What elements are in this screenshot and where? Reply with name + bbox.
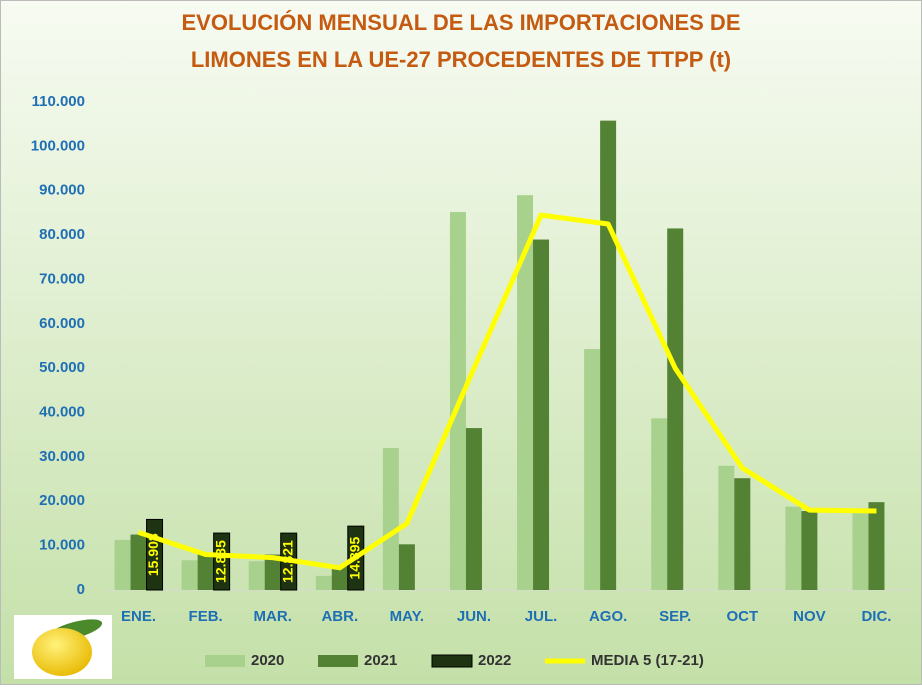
x-tick-label: JUN. xyxy=(457,608,491,625)
y-tick-label: 70.000 xyxy=(39,270,85,287)
chart-title: EVOLUCIÓN MENSUAL DE LAS IMPORTACIONES D… xyxy=(181,10,740,35)
bar xyxy=(600,121,616,590)
lemon xyxy=(32,628,92,676)
x-tick-label: OCT xyxy=(726,608,758,625)
x-tick-label: ENE. xyxy=(121,608,156,625)
legend-swatch xyxy=(318,655,358,667)
legend-label: MEDIA 5 (17-21) xyxy=(591,652,704,669)
bar xyxy=(801,511,817,590)
bar xyxy=(131,535,147,590)
bar xyxy=(198,555,214,590)
bar xyxy=(718,466,734,590)
x-tick-label: ABR. xyxy=(321,608,358,625)
bar xyxy=(383,448,399,590)
y-tick-label: 100.000 xyxy=(31,137,85,154)
y-tick-label: 0 xyxy=(77,581,85,598)
data-label: 12.835 xyxy=(212,540,228,583)
y-tick-label: 30.000 xyxy=(39,448,85,465)
bar xyxy=(533,240,549,590)
bar xyxy=(466,428,482,590)
y-tick-label: 110.000 xyxy=(32,93,85,110)
y-tick-label: 40.000 xyxy=(39,404,85,421)
legend-label: 2021 xyxy=(364,652,397,669)
bar xyxy=(667,228,683,590)
x-tick-label: MAR. xyxy=(254,608,292,625)
bar xyxy=(182,560,198,590)
bar xyxy=(584,349,600,590)
x-tick-label: FEB. xyxy=(189,608,223,625)
bar xyxy=(115,540,131,590)
x-tick-label: DIC. xyxy=(861,608,891,625)
bar xyxy=(852,512,868,590)
y-tick-label: 90.000 xyxy=(39,182,85,199)
legend-label: 2020 xyxy=(251,652,284,669)
bar xyxy=(316,576,332,590)
bar xyxy=(734,478,750,590)
y-tick-label: 60.000 xyxy=(39,315,85,332)
y-tick-label: 80.000 xyxy=(39,226,85,243)
x-tick-label: JUL. xyxy=(525,608,558,625)
y-tick-label: 10.000 xyxy=(39,537,85,554)
x-tick-label: SEP. xyxy=(659,608,691,625)
x-tick-label: NOV xyxy=(793,608,826,625)
bar xyxy=(249,561,265,590)
bar xyxy=(651,418,667,590)
legend-label: 2022 xyxy=(478,652,511,669)
x-tick-label: MAY. xyxy=(390,608,424,625)
lemon-icon xyxy=(14,615,112,679)
legend-swatch xyxy=(432,655,472,667)
bar xyxy=(785,507,801,590)
y-tick-label: 50.000 xyxy=(39,359,85,376)
x-tick-label: AGO. xyxy=(589,608,627,625)
y-tick-label: 20.000 xyxy=(39,492,85,509)
chart-title: LIMONES EN LA UE-27 PROCEDENTES DE TTPP … xyxy=(191,47,731,72)
bar xyxy=(868,502,884,590)
bar xyxy=(399,544,415,590)
legend-swatch xyxy=(205,655,245,667)
chart: EVOLUCIÓN MENSUAL DE LAS IMPORTACIONES D… xyxy=(0,0,922,685)
